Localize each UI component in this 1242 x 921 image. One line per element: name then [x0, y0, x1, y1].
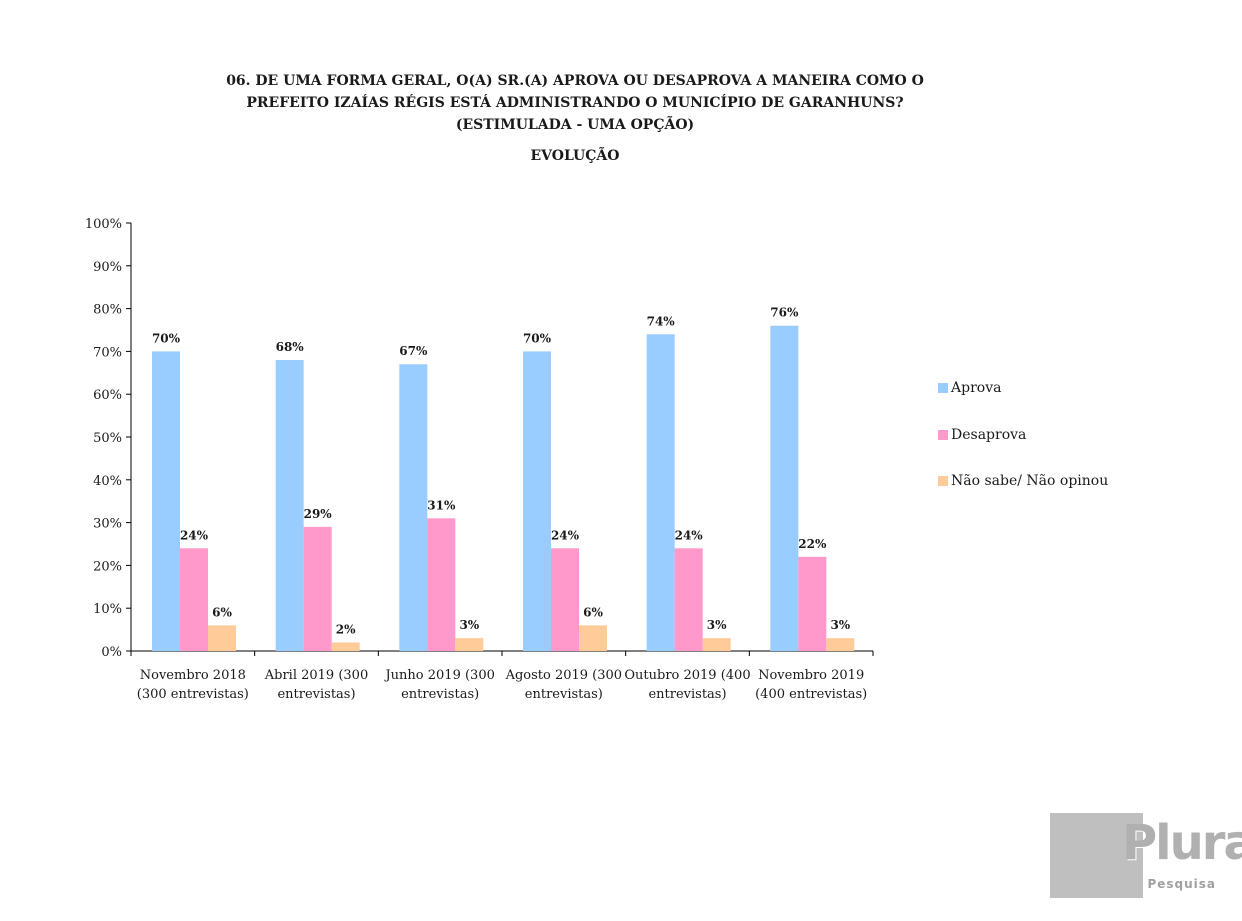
- data-label: 24%: [551, 528, 580, 542]
- bar: [303, 526, 332, 651]
- data-label: 24%: [675, 528, 704, 542]
- legend-swatch-aprova: [938, 383, 948, 393]
- chart-title: 06. DE UMA FORMA GERAL, O(A) SR.(A) APRO…: [200, 70, 950, 136]
- x-tick-label: Abril 2019 (300: [264, 668, 368, 683]
- chart-subtitle: EVOLUÇÃO: [530, 148, 620, 164]
- y-tick-label: 60%: [93, 388, 122, 403]
- legend-label-desaprova: Desaprova: [951, 427, 1027, 443]
- x-tick-label: Novembro 2019: [758, 668, 864, 683]
- data-label: 24%: [180, 528, 209, 542]
- bar: [455, 638, 484, 651]
- bar: [674, 548, 703, 651]
- bar: [180, 548, 208, 651]
- data-label: 2%: [336, 622, 356, 636]
- bar: [579, 625, 607, 651]
- data-label: 6%: [212, 605, 232, 619]
- y-tick-label: 40%: [93, 474, 122, 489]
- x-tick-label: Outubro 2019 (400: [624, 668, 750, 683]
- data-label: 76%: [770, 306, 799, 320]
- bar: [551, 548, 579, 651]
- data-label: 31%: [427, 498, 456, 512]
- x-tick-label: entrevistas): [525, 687, 603, 702]
- chart-title-line-1: 06. DE UMA FORMA GERAL, O(A) SR.(A) APRO…: [226, 73, 924, 89]
- bar: [646, 334, 675, 651]
- legend-swatch-nao-sabe: [938, 476, 948, 486]
- bar: [275, 359, 304, 651]
- data-label: 68%: [276, 340, 305, 354]
- data-label: 6%: [583, 605, 603, 619]
- y-tick-label: 90%: [93, 260, 122, 275]
- y-tick-label: 100%: [85, 217, 122, 232]
- x-tick-label: (300 entrevistas): [137, 687, 249, 702]
- x-tick-label: entrevistas): [277, 687, 355, 702]
- bar: [152, 351, 180, 651]
- logo-box: [1050, 813, 1143, 898]
- bar: [399, 364, 428, 651]
- chart-title-line-3: (ESTIMULADA - UMA OPÇÃO): [455, 117, 695, 133]
- data-label: 29%: [304, 507, 333, 521]
- data-label: 3%: [830, 618, 850, 632]
- bar: [798, 556, 827, 651]
- x-tick-label: Agosto 2019 (300: [505, 668, 623, 683]
- logo-wordmark: Plural: [1122, 815, 1242, 871]
- x-tick-label: entrevistas): [401, 687, 479, 702]
- logo-tagline: Pesquisa: [1147, 877, 1216, 891]
- legend-item-nao-sabe: Não sabe/ Não opinou: [938, 473, 1108, 489]
- y-tick-label: 10%: [93, 602, 122, 617]
- y-tick-label: 50%: [93, 431, 122, 446]
- y-tick-label: 80%: [93, 303, 122, 318]
- bar: [331, 642, 360, 651]
- legend-item-aprova: Aprova: [938, 380, 1001, 396]
- legend-swatch-desaprova: [938, 430, 948, 440]
- x-tick-label: Novembro 2018: [140, 668, 246, 683]
- y-tick-label: 30%: [93, 517, 122, 532]
- x-tick-label: Junho 2019 (300: [383, 668, 494, 683]
- data-label: 3%: [459, 618, 479, 632]
- x-tick-label: (400 entrevistas): [755, 687, 867, 702]
- plural-pesquisa-logo: Plural Pesquisa: [1050, 813, 1242, 898]
- data-label: 70%: [523, 331, 552, 345]
- data-label: 67%: [399, 344, 428, 358]
- y-tick-label: 0%: [101, 645, 122, 660]
- bar: [523, 351, 551, 651]
- bar: [208, 625, 236, 651]
- chart-title-line-2: PREFEITO IZAÍAS RÉGIS ESTÁ ADMINISTRANDO…: [246, 95, 904, 111]
- bar: [427, 518, 456, 651]
- data-label: 74%: [647, 314, 676, 328]
- data-label: 70%: [152, 331, 181, 345]
- bar: [702, 638, 731, 651]
- x-tick-label: entrevistas): [648, 687, 726, 702]
- legend-label-aprova: Aprova: [951, 380, 1002, 396]
- legend-item-desaprova: Desaprova: [938, 427, 1026, 443]
- y-tick-label: 20%: [93, 559, 122, 574]
- bar: [826, 638, 855, 651]
- data-label: 3%: [707, 618, 727, 632]
- data-label: 22%: [798, 537, 827, 551]
- legend-label-nao-sabe: Não sabe/ Não opinou: [951, 473, 1109, 489]
- y-tick-label: 70%: [93, 345, 122, 360]
- bar: [770, 325, 799, 651]
